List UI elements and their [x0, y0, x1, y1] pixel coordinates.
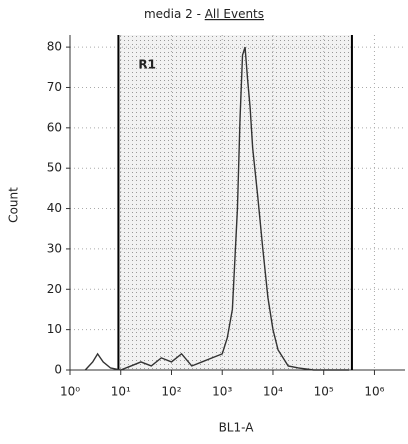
y-tick-label: 40 — [47, 201, 62, 215]
histogram-line — [84, 46, 350, 371]
x-tick-label: 10⁵ — [314, 385, 334, 399]
chart-title: media 2 - All Events — [144, 7, 264, 21]
region-dots — [118, 35, 352, 370]
y-tick-label: 20 — [47, 282, 62, 296]
y-tick-label: 50 — [47, 161, 62, 175]
region-label: R1 — [138, 58, 156, 72]
x-tick-label: 10⁰ — [60, 385, 80, 399]
x-axis-label: BL1-A — [219, 421, 255, 435]
x-tick-label: 10¹ — [111, 385, 131, 399]
x-tick-label: 10² — [161, 385, 181, 399]
y-tick-label: 10 — [47, 322, 62, 336]
x-tick-label: 10⁴ — [263, 385, 283, 399]
y-tick-label: 0 — [54, 363, 62, 377]
x-tick-label: 10³ — [212, 385, 232, 399]
y-tick-label: 60 — [47, 120, 62, 134]
y-tick-label: 80 — [47, 40, 62, 54]
y-axis-label: Count — [7, 187, 21, 223]
y-tick-label: 30 — [47, 241, 62, 255]
y-tick-label: 70 — [47, 80, 62, 94]
x-tick-label: 10⁶ — [364, 385, 384, 399]
